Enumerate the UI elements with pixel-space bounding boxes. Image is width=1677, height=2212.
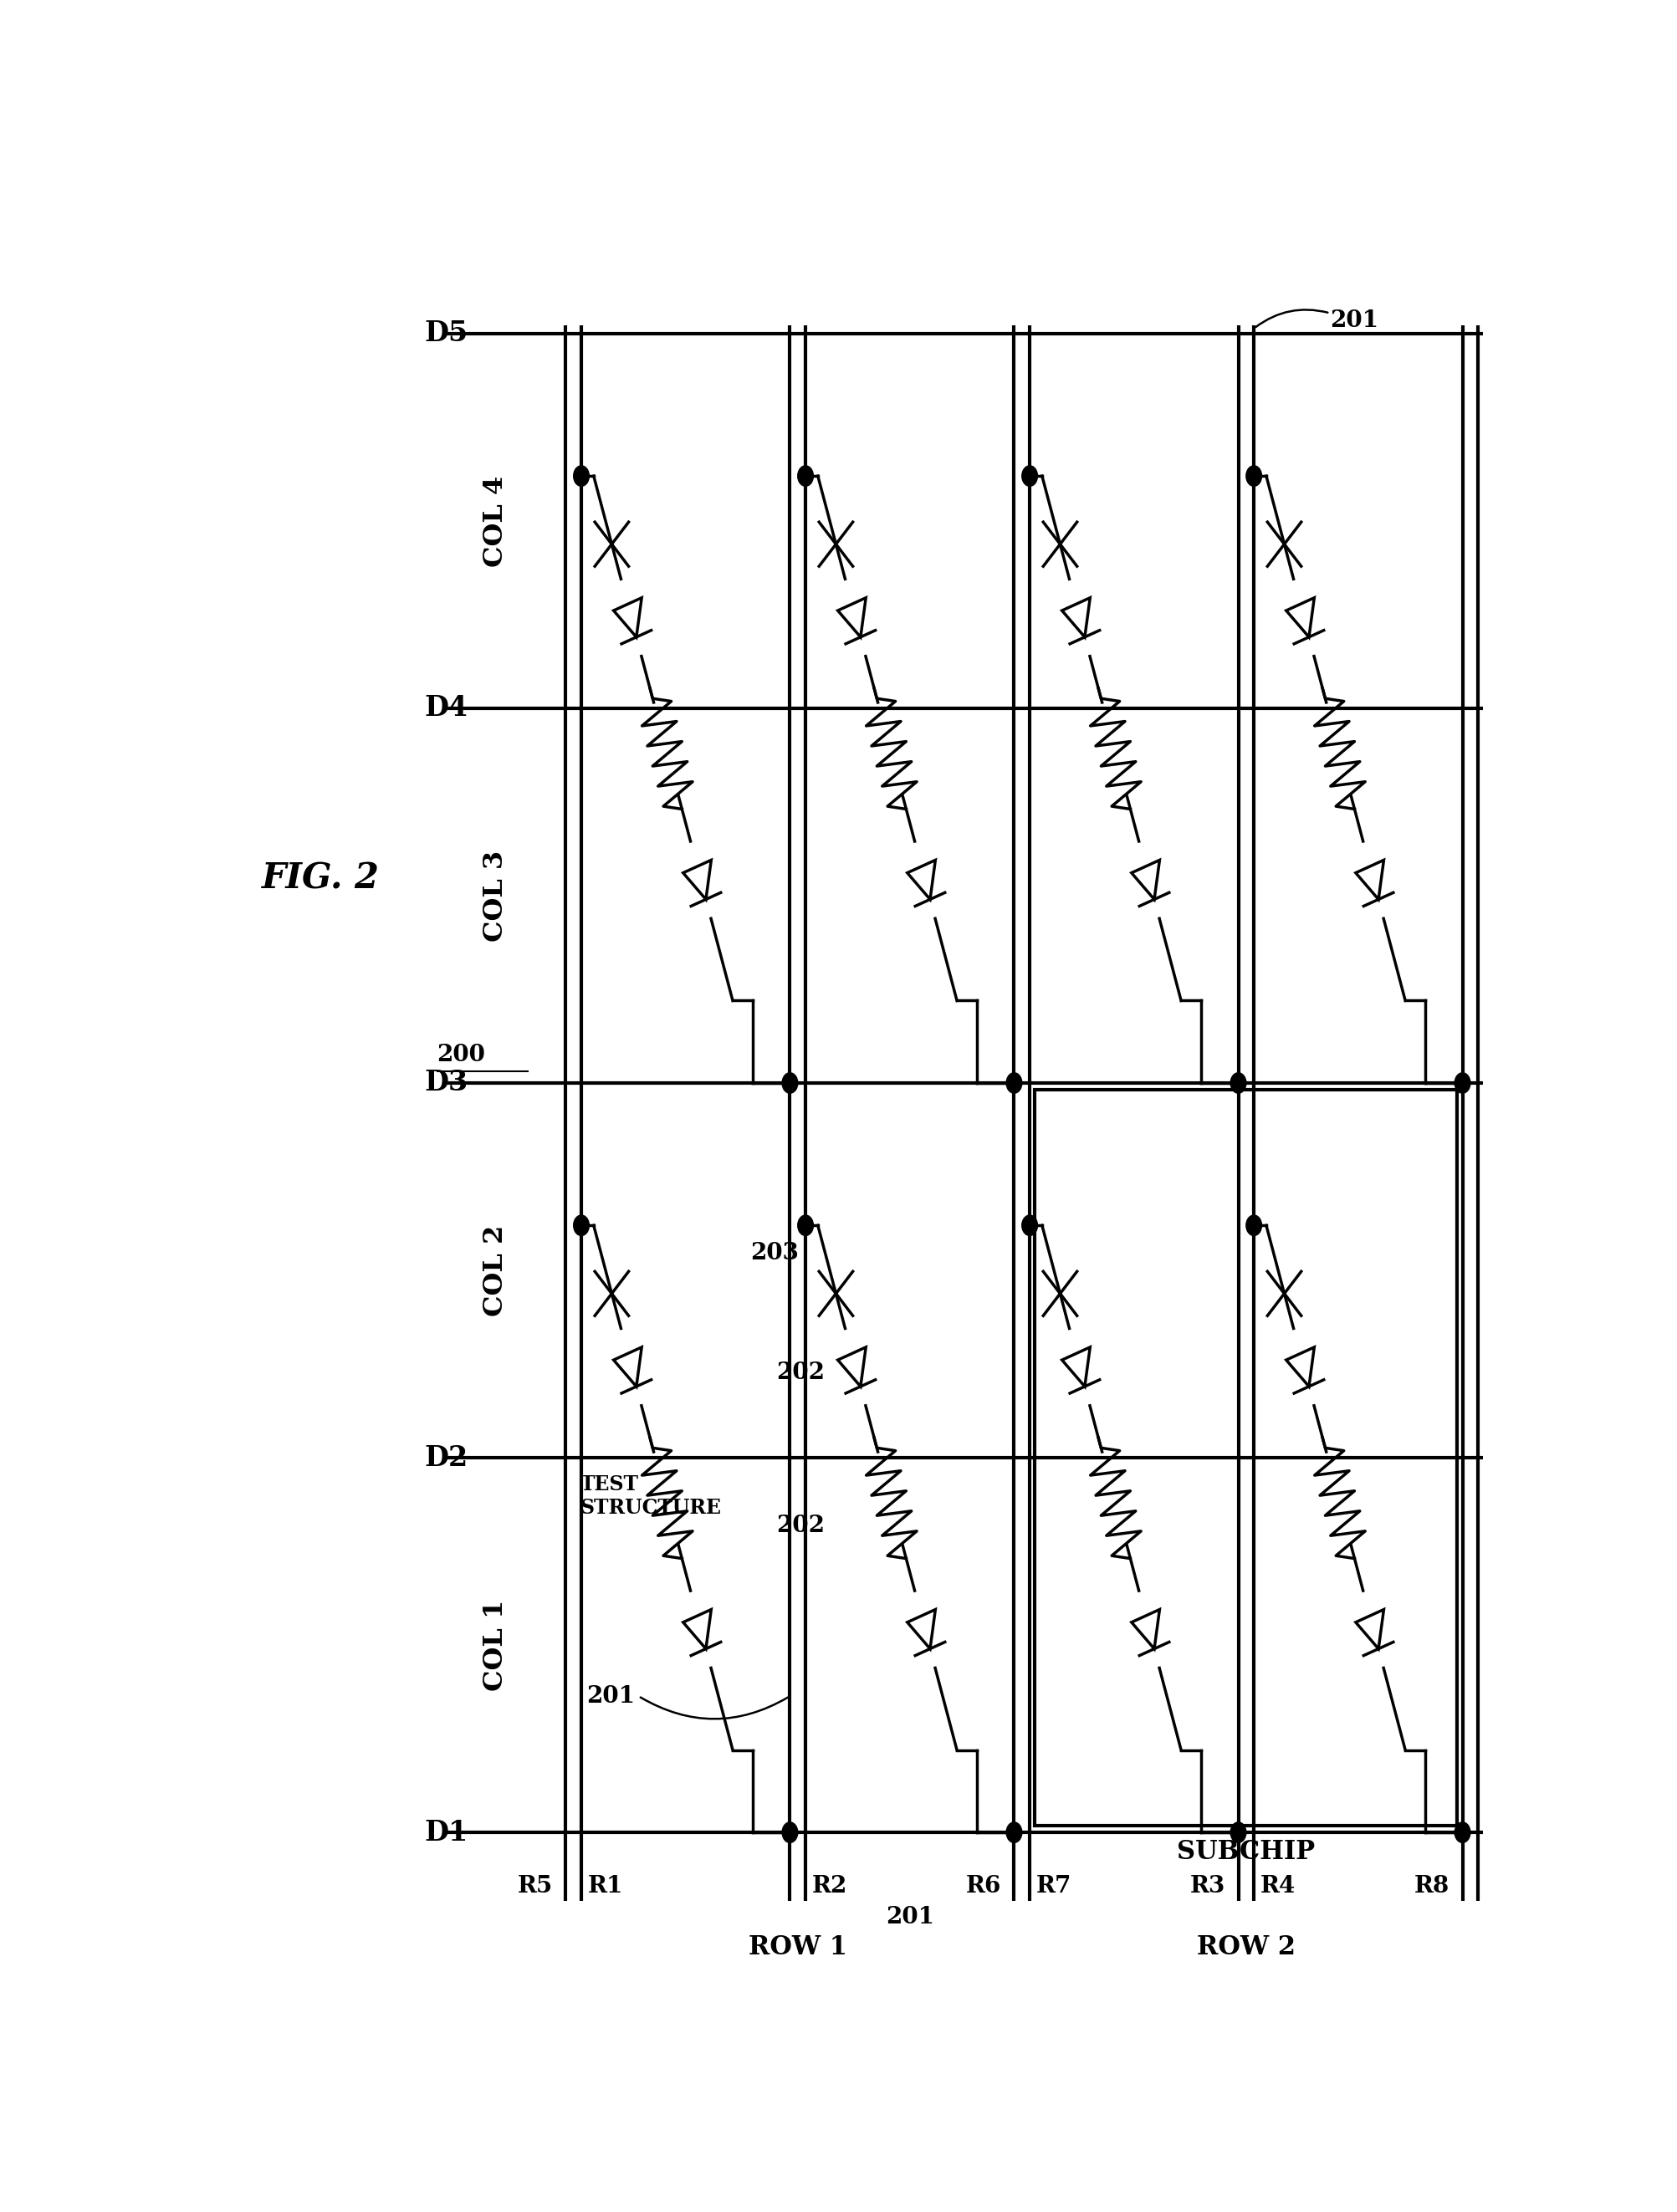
Text: 202: 202 [776,1360,825,1385]
Text: ROW 2: ROW 2 [1197,1936,1295,1960]
Polygon shape [1286,1347,1315,1387]
Circle shape [1454,1823,1471,1843]
Text: R2: R2 [812,1876,847,1898]
Circle shape [1246,1214,1261,1237]
Text: D3: D3 [424,1068,468,1097]
Text: 201: 201 [885,1907,934,1929]
Circle shape [798,1214,813,1237]
Circle shape [574,1214,589,1237]
Text: FIG. 2: FIG. 2 [262,860,379,896]
Text: ROW 1: ROW 1 [748,1936,847,1960]
Text: TEST
STRUCTURE: TEST STRUCTURE [580,1475,721,1517]
Text: R1: R1 [589,1876,624,1898]
Polygon shape [907,860,936,900]
Text: COL 4: COL 4 [483,476,508,566]
Text: D1: D1 [424,1818,468,1847]
Circle shape [1021,467,1038,487]
Polygon shape [838,1347,865,1387]
Text: COL 1: COL 1 [483,1599,508,1690]
Bar [1035,1091,1457,1825]
Text: 203: 203 [751,1241,798,1265]
Circle shape [1021,1214,1038,1237]
Text: R4: R4 [1261,1876,1296,1898]
Text: 202: 202 [776,1515,825,1537]
Polygon shape [1355,860,1384,900]
Polygon shape [614,1347,642,1387]
Polygon shape [907,1610,936,1648]
Polygon shape [1062,1347,1090,1387]
Text: R5: R5 [518,1876,553,1898]
Text: 201: 201 [587,1686,636,1708]
Text: D2: D2 [424,1444,468,1471]
Polygon shape [1355,1610,1384,1648]
Text: R7: R7 [1036,1876,1072,1898]
Circle shape [1006,1073,1021,1093]
Circle shape [781,1073,798,1093]
Circle shape [781,1823,798,1843]
Circle shape [1454,1073,1471,1093]
Text: COL 2: COL 2 [483,1225,508,1316]
Polygon shape [1132,1610,1159,1648]
Circle shape [1231,1073,1246,1093]
Polygon shape [683,860,711,900]
Text: D5: D5 [424,321,468,347]
Circle shape [798,467,813,487]
Circle shape [1006,1823,1021,1843]
Text: COL 3: COL 3 [483,849,508,942]
Polygon shape [1062,597,1090,637]
Polygon shape [838,597,865,637]
Text: R8: R8 [1414,1876,1449,1898]
Circle shape [574,467,589,487]
Polygon shape [683,1610,711,1648]
Polygon shape [614,597,642,637]
Polygon shape [1132,860,1159,900]
Text: D4: D4 [424,695,468,721]
Circle shape [1231,1823,1246,1843]
Text: 201: 201 [1330,310,1378,332]
Text: 200: 200 [438,1044,485,1066]
Text: SUBCHIP: SUBCHIP [1177,1838,1315,1865]
Text: R3: R3 [1191,1876,1226,1898]
Circle shape [1246,467,1261,487]
Text: R6: R6 [966,1876,1001,1898]
Polygon shape [1286,597,1315,637]
